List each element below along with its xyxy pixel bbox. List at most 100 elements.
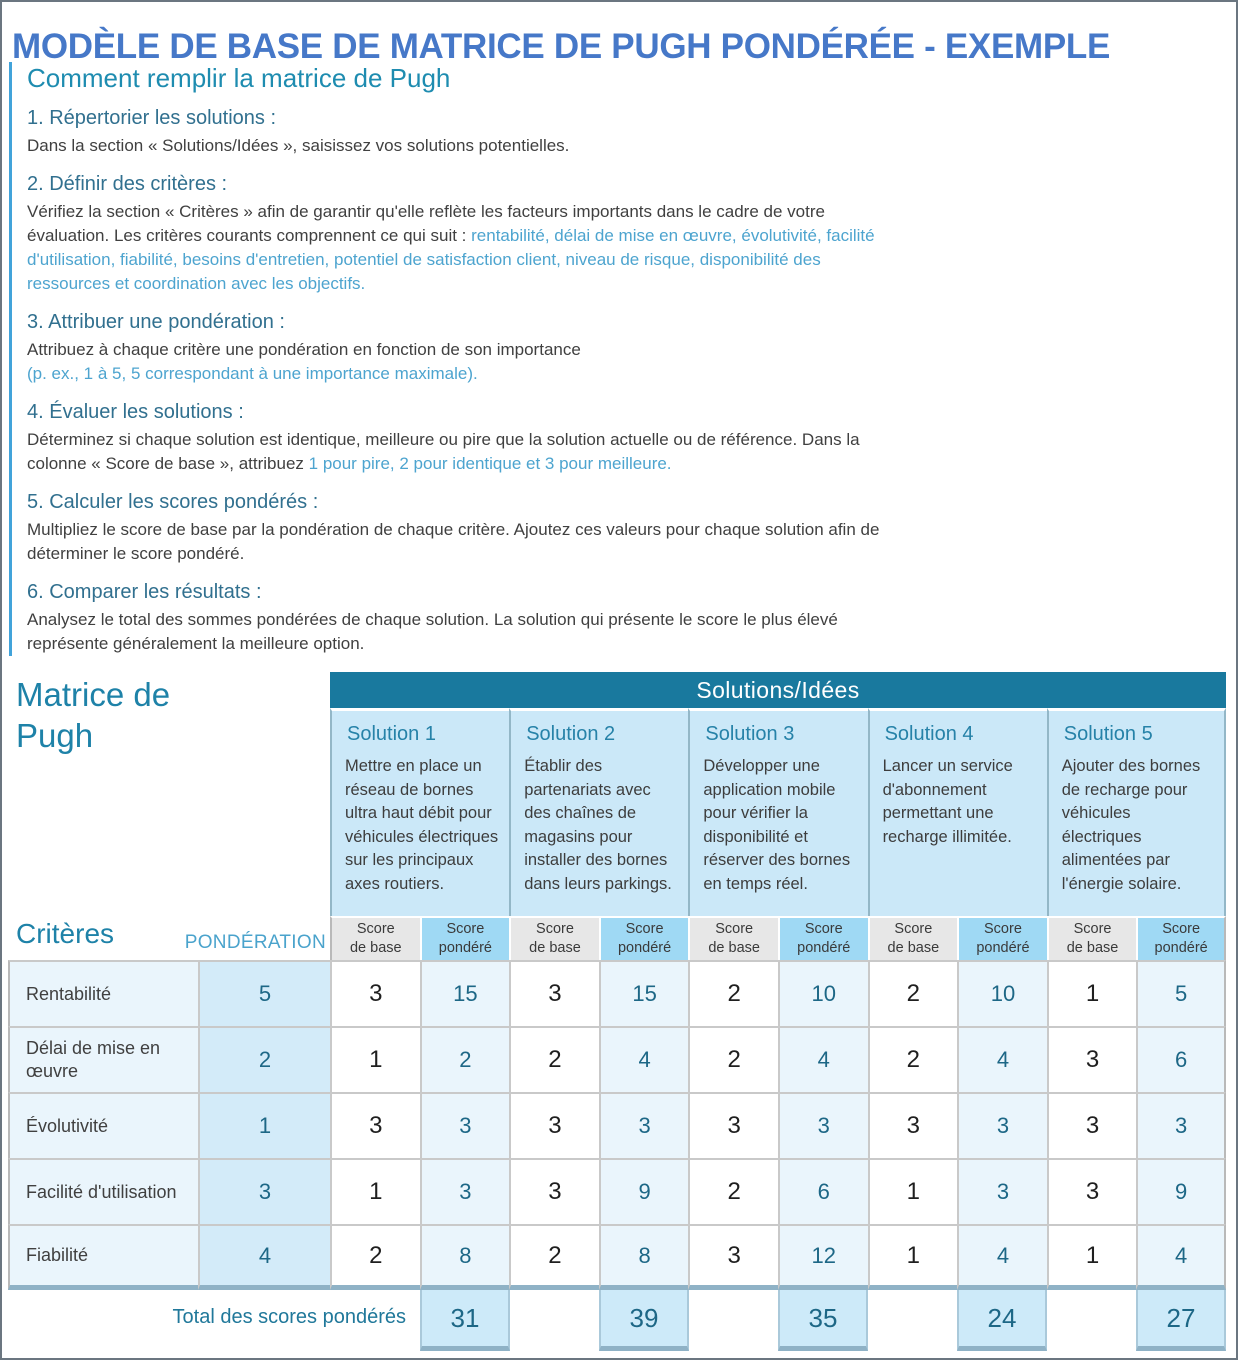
solutions-band-header: Solutions/Idées: [330, 672, 1226, 708]
score-base-header: Score de base: [867, 916, 958, 960]
solution-description: Mettre en place un réseau de bornes ultr…: [345, 757, 499, 893]
base-score-cell: 3: [509, 1092, 599, 1158]
base-score-cell: 2: [688, 1158, 778, 1224]
weighted-score-cell: 3: [419, 1158, 510, 1224]
score-base-header: Score de base: [688, 916, 778, 960]
score-base-header-line: Score: [356, 921, 395, 937]
base-score-cell: 2: [688, 1026, 778, 1092]
solution-name: Solution 1: [347, 723, 436, 745]
score-base-header-line: de base: [887, 940, 940, 956]
weighted-score-cell: 15: [419, 960, 510, 1026]
instruction-item: 2. Définir des critères : Vérifiez la se…: [27, 172, 887, 296]
solution-description: Établir des partenariats avec des chaîne…: [524, 757, 672, 893]
weight-cell: 1: [198, 1092, 330, 1158]
instruction-title: 2. Définir des critères :: [27, 173, 228, 195]
weighted-score-cell: 3: [598, 1092, 689, 1158]
base-score-cell: 3: [867, 1092, 958, 1158]
section-accent-bar: [9, 62, 12, 656]
instruction-body: Attribuez à chaque critère une pondérati…: [27, 338, 887, 386]
score-weighted-header-line: pondéré: [797, 940, 851, 956]
solution-header: Solution 5 Ajouter des bornes de recharg…: [1046, 708, 1226, 916]
base-score-cell: 3: [688, 1224, 778, 1290]
weight-cell: 5: [198, 960, 330, 1026]
instruction-title: 1. Répertorier les solutions :: [27, 107, 277, 129]
instruction-title: 3. Attribuer une pondération :: [27, 311, 285, 333]
base-score-cell: 3: [330, 1092, 420, 1158]
base-score-cell: 2: [867, 1026, 958, 1092]
score-base-header-line: Score: [536, 921, 574, 937]
base-score-cell: 2: [330, 1224, 420, 1290]
base-score-cell: 3: [509, 1158, 599, 1224]
instruction-body: Analysez le total des sommes pondérées d…: [27, 608, 887, 656]
weight-cell: 3: [198, 1158, 330, 1224]
criterion-cell: Rentabilité: [8, 960, 198, 1026]
weighted-score-cell: 3: [957, 1092, 1047, 1158]
instruction-text: Attribuez à chaque critère une pondérati…: [27, 340, 581, 359]
weighted-score-cell: 3: [777, 1092, 868, 1158]
score-base-header: Score de base: [1046, 916, 1137, 960]
total-value: 39: [599, 1290, 689, 1351]
spacer: [8, 708, 330, 916]
score-weighted-header-line: pondéré: [1154, 940, 1208, 956]
weighted-score-cell: 4: [1136, 1224, 1226, 1290]
criterion-cell: Facilité d'utilisation: [8, 1158, 198, 1224]
score-weighted-header: Score pondéré: [1136, 916, 1226, 960]
score-base-header-line: de base: [708, 940, 760, 956]
base-score-cell: 1: [1046, 960, 1137, 1026]
instruction-item: 6. Comparer les résultats : Analysez le …: [27, 580, 887, 656]
base-score-cell: 3: [1046, 1158, 1137, 1224]
total-label: Total des scores pondérés: [172, 1306, 406, 1328]
total-value: 31: [420, 1290, 510, 1351]
base-score-cell: 3: [330, 960, 420, 1026]
instruction-title: 6. Comparer les résultats :: [27, 581, 262, 603]
instruction-item: 3. Attribuer une pondération : Attribuez…: [27, 310, 887, 386]
instructions-section: Comment remplir la matrice de Pugh 1. Ré…: [27, 62, 887, 670]
instruction-text: Dans la section « Solutions/Idées », sai…: [27, 136, 570, 155]
weighted-score-cell: 10: [957, 960, 1047, 1026]
weighted-score-cell: 3: [1136, 1092, 1226, 1158]
weight-cell: 2: [198, 1026, 330, 1092]
weighted-score-cell: 12: [777, 1224, 868, 1290]
weighted-score-cell: 15: [598, 960, 689, 1026]
weighted-score-cell: 10: [777, 960, 868, 1026]
weighted-score-cell: 5: [1136, 960, 1226, 1026]
instruction-accent-text: 1 pour pire, 2 pour identique et 3 pour …: [308, 454, 672, 473]
weighted-score-cell: 8: [598, 1224, 689, 1290]
solution-description: Développer une application mobile pour v…: [703, 757, 851, 893]
solution-header: Solution 2 Établir des partenariats avec…: [509, 708, 689, 916]
instruction-text: Vérifiez la section « Critères » afin de…: [27, 202, 825, 245]
instruction-item: 5. Calculer les scores pondérés : Multip…: [27, 490, 887, 566]
weight-cell: 4: [198, 1224, 330, 1290]
instruction-text: Déterminez si chaque solution est identi…: [27, 430, 860, 473]
pugh-matrix-table: Solutions/Idées Solution 1 Mettre en pla…: [8, 672, 1226, 1290]
instruction-text: Analysez le total des sommes pondérées d…: [27, 610, 838, 653]
score-weighted-header-line: Score: [446, 921, 485, 937]
solution-name: Solution 2: [526, 723, 616, 745]
score-weighted-header: Score pondéré: [957, 916, 1047, 960]
base-score-cell: 3: [1046, 1026, 1137, 1092]
score-weighted-header-line: pondéré: [617, 940, 672, 956]
base-score-cell: 1: [330, 1026, 420, 1092]
solution-header: Solution 1 Mettre en place un réseau de …: [330, 708, 510, 916]
weighted-score-cell: 9: [598, 1158, 689, 1224]
criterion-cell: Évolutivité: [8, 1092, 198, 1158]
instruction-item: 4. Évaluer les solutions : Déterminez si…: [27, 400, 887, 476]
weighted-score-cell: 6: [777, 1158, 868, 1224]
solution-description: Ajouter des bornes de recharge pour véhi…: [1061, 757, 1201, 893]
spacer: [8, 916, 330, 960]
base-score-cell: 1: [867, 1158, 958, 1224]
weighted-score-cell: 9: [1136, 1158, 1226, 1224]
instruction-body: Multipliez le score de base par la pondé…: [27, 518, 887, 566]
weight-column-heading: PONDÉRATION: [184, 932, 326, 953]
base-score-cell: 2: [688, 960, 778, 1026]
base-score-cell: 1: [330, 1158, 420, 1224]
score-weighted-header-line: pondéré: [438, 940, 492, 956]
weighted-score-cell: 2: [419, 1026, 510, 1092]
criteria-heading: Critères: [16, 918, 115, 949]
weighted-score-cell: 4: [598, 1026, 689, 1092]
score-weighted-header-line: Score: [1162, 921, 1201, 937]
weighted-score-cell: 4: [777, 1026, 868, 1092]
solution-header: Solution 4 Lancer un service d'abonnemen…: [867, 708, 1047, 916]
solution-description: Lancer un service d'abonnement permettan…: [882, 757, 1013, 846]
spacer: [8, 672, 330, 708]
